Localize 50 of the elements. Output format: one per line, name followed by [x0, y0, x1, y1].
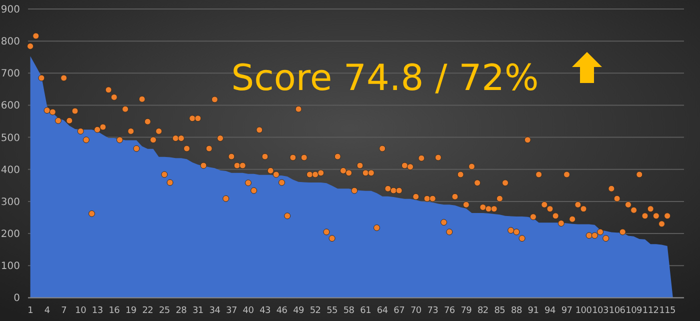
- x-tick-label: 94: [544, 306, 556, 316]
- x-tick-label: 58: [343, 306, 355, 316]
- x-tick-label: 25: [158, 306, 170, 316]
- x-tick-label: 103: [592, 306, 608, 316]
- y-tick-label: 600: [0, 100, 20, 112]
- x-tick-label: 85: [494, 306, 506, 316]
- x-tick-label: 16: [108, 306, 120, 316]
- x-tick-label: 10: [75, 306, 87, 316]
- x-tick-label: 112: [642, 306, 659, 316]
- x-tick-label: 73: [427, 306, 438, 316]
- x-tick-label: 79: [460, 306, 472, 316]
- x-tick-label: 31: [192, 306, 204, 316]
- x-tick-label: 88: [511, 306, 522, 316]
- x-tick-label: 70: [410, 306, 422, 316]
- x-tick-label: 106: [608, 306, 626, 316]
- x-tick-label: 55: [326, 306, 338, 316]
- x-tick-label: 22: [142, 306, 154, 316]
- x-tick-label: 52: [310, 306, 321, 316]
- x-tick-label: 109: [626, 306, 643, 316]
- x-tick-label: 40: [242, 306, 254, 316]
- x-tick-label: 34: [209, 306, 221, 316]
- y-tick-label: 900: [0, 4, 20, 16]
- y-tick-label: 200: [0, 229, 20, 240]
- x-tick-label: 43: [260, 306, 270, 316]
- x-tick-label: 100: [575, 306, 592, 316]
- y-tick-label: 0: [14, 293, 20, 304]
- x-tick-label: 7: [61, 306, 67, 316]
- x-tick-label: 61: [360, 306, 372, 316]
- x-tick-label: 49: [293, 306, 305, 316]
- y-tick-label: 100: [0, 261, 20, 272]
- x-tick-label: 64: [376, 306, 388, 316]
- x-tick-label: 46: [276, 306, 288, 316]
- y-tick-label: 700: [0, 68, 20, 80]
- x-tick-label: 28: [176, 306, 188, 316]
- x-tick-label: 4: [44, 306, 50, 316]
- y-tick-label: 500: [0, 132, 20, 144]
- x-tick-label: 37: [226, 306, 237, 316]
- x-tick-label: 19: [125, 306, 137, 316]
- y-tick-label: 800: [0, 36, 20, 48]
- x-tick-label: 13: [92, 306, 103, 316]
- x-tick-label: 76: [444, 306, 456, 316]
- x-tick-label: 115: [659, 306, 676, 316]
- x-tick-label: 67: [394, 306, 405, 316]
- x-tick-label: 82: [478, 306, 488, 316]
- y-tick-label: 300: [0, 196, 20, 208]
- y-tick-label: 400: [0, 164, 20, 176]
- annotation: Score 74.8 / 72%: [231, 58, 539, 99]
- x-tick-label: 91: [528, 306, 539, 316]
- x-tick-label: 1: [28, 306, 34, 316]
- x-tick-label: 97: [561, 306, 572, 316]
